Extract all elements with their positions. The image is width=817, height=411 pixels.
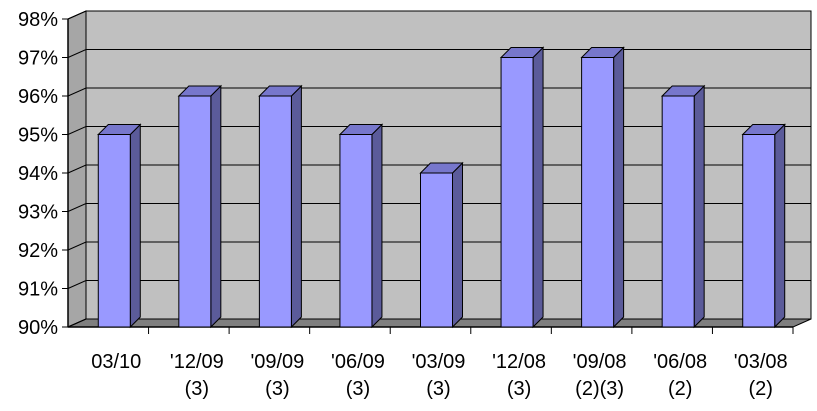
y-tick-label: 92% [18, 240, 58, 262]
bar-front [742, 134, 776, 328]
gridline [67, 49, 811, 58]
x-tick-label: '12/09 [170, 351, 224, 373]
x-tick-label: '03/08 [734, 351, 788, 373]
bar-side [693, 84, 705, 329]
bar-side [613, 46, 625, 329]
gridline [67, 87, 811, 97]
x-tick-label: (2) [748, 378, 772, 400]
x-tick-label: (3) [185, 378, 209, 400]
x-tick-label: '06/08 [653, 351, 707, 373]
bar-side [210, 84, 222, 329]
x-tick-label: '09/08 [573, 351, 627, 373]
y-tick-label: 96% [18, 86, 58, 108]
x-tick-label: '03/09 [412, 351, 466, 373]
bar-side [532, 46, 544, 329]
bar-front [661, 95, 695, 328]
bar-front [339, 134, 373, 328]
bar [338, 123, 384, 329]
x-tick-label: (3) [507, 378, 531, 400]
bar-front [500, 57, 534, 328]
gridline [67, 280, 811, 289]
x-tick-label: (3) [265, 378, 289, 400]
gridline [67, 203, 811, 212]
y-tick-label: 91% [18, 279, 58, 301]
y-tick-label: 95% [18, 125, 58, 147]
bar-front [420, 172, 453, 328]
bars [97, 46, 786, 329]
bar [741, 123, 786, 329]
bar [580, 46, 625, 329]
bar-front [258, 95, 292, 328]
bar-side [290, 84, 302, 329]
bar-side [774, 123, 786, 329]
bar-front [178, 95, 212, 328]
x-tick-label: '09/09 [250, 351, 304, 373]
y-tick-label: 97% [18, 48, 58, 70]
gridline [67, 241, 811, 251]
bar-side [371, 123, 383, 329]
y-tick-label: 90% [18, 317, 58, 339]
bar-side [452, 161, 463, 329]
y-tick-label: 98% [18, 9, 58, 31]
gridline [67, 10, 811, 20]
x-tick-label: '06/09 [331, 351, 385, 373]
x-tick-label: 03/10 [91, 351, 141, 373]
y-tick-labels: 90% 91% 92% 93% 94% 95% 96% 97% 98% [18, 9, 58, 339]
gridline [67, 318, 811, 328]
x-tick-labels: 03/10 '12/09 (3) '09/09 (3) '06/09 (3) '03/09 (3… [91, 351, 787, 400]
gridline [67, 126, 811, 135]
bar [258, 84, 303, 329]
x-tick-label: (3) [426, 378, 450, 400]
bar-front [581, 57, 615, 328]
bar [177, 84, 223, 329]
bar [499, 46, 545, 329]
y-tick-label: 93% [18, 202, 58, 224]
gridline [67, 164, 811, 174]
bar-front [97, 134, 131, 328]
x-tick-label: (3) [346, 378, 370, 400]
x-tick-label: '12/08 [492, 351, 546, 373]
y-tick-label: 94% [18, 163, 58, 185]
bar-side [129, 123, 141, 329]
x-tick-label: (2)(3) [575, 378, 624, 400]
bar [97, 123, 142, 329]
bar [419, 161, 464, 329]
x-tick-label: (2) [668, 378, 692, 400]
bar [660, 84, 706, 329]
